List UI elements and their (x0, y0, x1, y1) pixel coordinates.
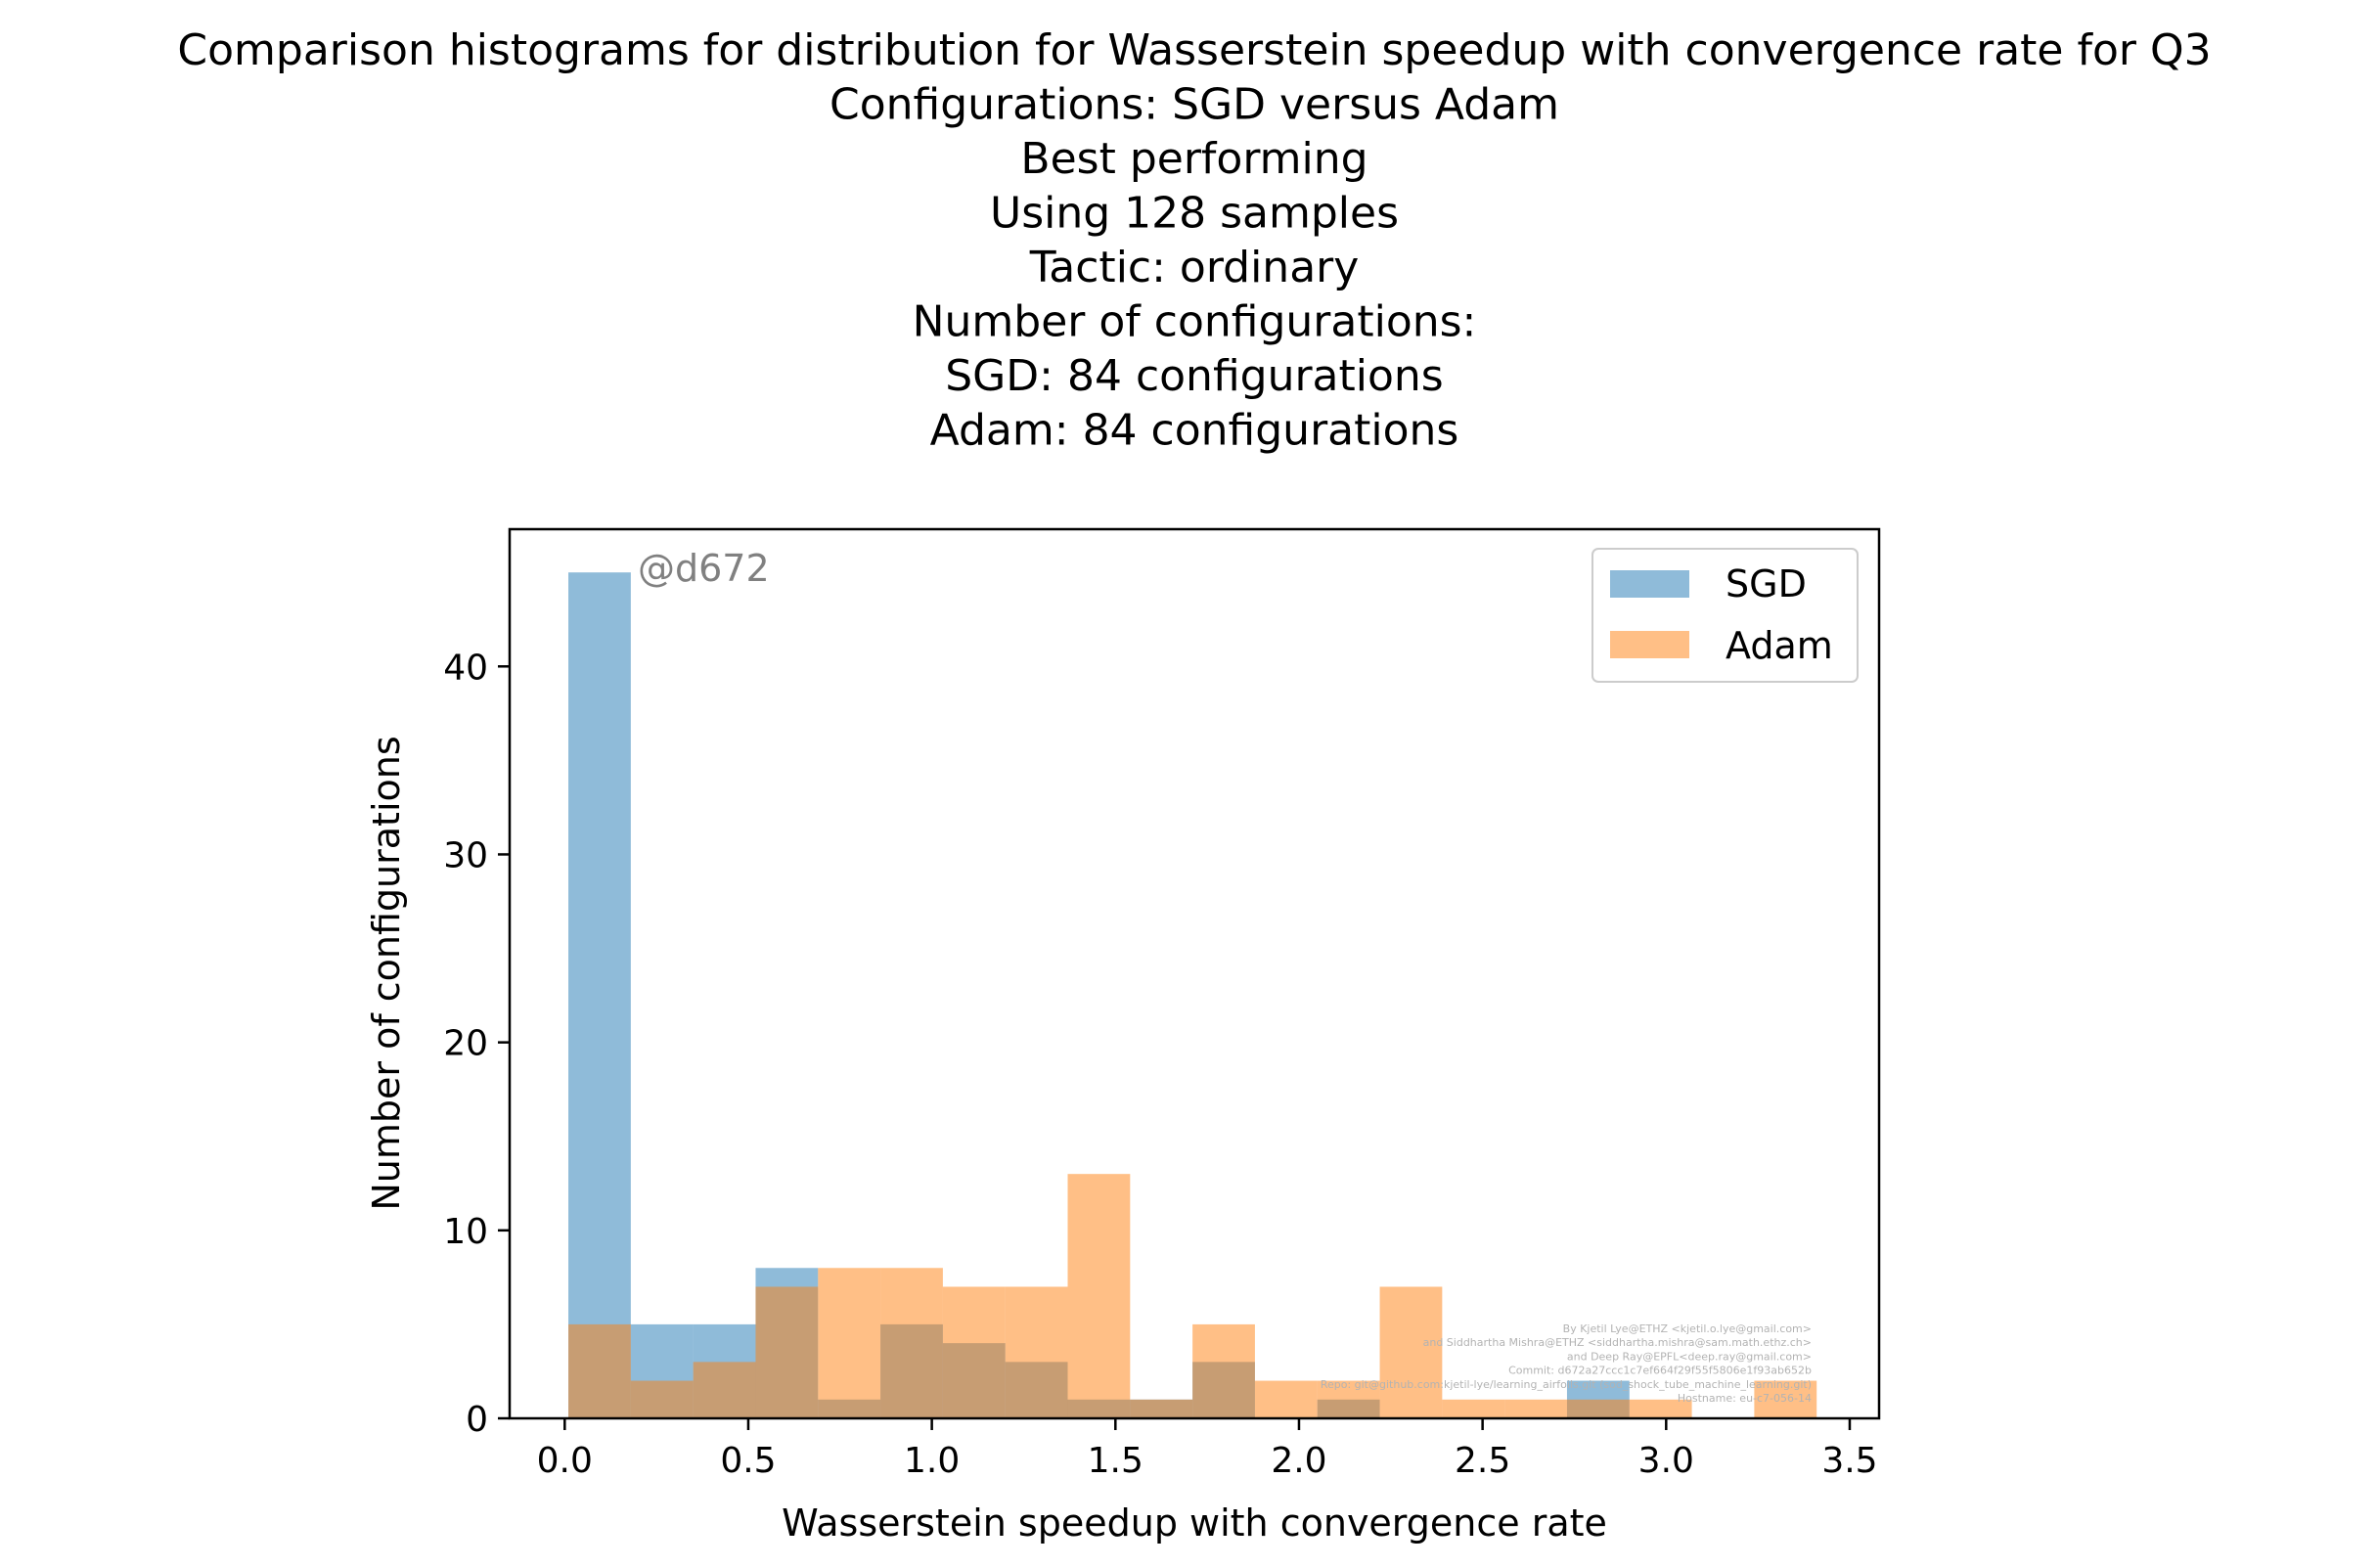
bar-adam (1566, 1399, 1630, 1418)
bar-adam (755, 1286, 819, 1418)
bar-adam (1754, 1380, 1817, 1418)
bar-adam (880, 1268, 943, 1418)
bar-adam (1067, 1174, 1131, 1418)
plot-frame (508, 527, 1881, 1420)
x-tick-label: 0.5 (720, 1441, 776, 1481)
title-line: SGD: 84 configurations (945, 351, 1443, 401)
credit-line: Hostname: eu-c7-056-14 (1678, 1392, 1812, 1405)
bar-adam (1379, 1286, 1443, 1418)
bar-sgd (568, 572, 631, 1418)
x-tick-label: 2.0 (1271, 1441, 1326, 1481)
title-line: Number of configurations: (913, 297, 1477, 347)
title-line: Best performing (1020, 134, 1367, 184)
legend-swatch-adam (1610, 631, 1689, 658)
legend: SGD Adam (1591, 548, 1859, 683)
bar-adam (1192, 1323, 1255, 1418)
y-tick-label: 30 (443, 835, 488, 875)
credit-line: By Kjetil Lye@ETHZ <kjetil.o.lye@gmail.c… (1563, 1322, 1812, 1335)
credit-line: Repo: git@github.com:kjetil-lye/learning… (1321, 1378, 1812, 1391)
bar-adam (1317, 1380, 1380, 1418)
y-tick-label: 10 (443, 1212, 488, 1252)
x-tick-label: 2.5 (1455, 1441, 1510, 1481)
x-axis-label: Wasserstein speedup with convergence rat… (782, 1501, 1607, 1545)
bar-adam (1005, 1286, 1068, 1418)
legend-swatch-sgd (1610, 570, 1689, 598)
x-tick-label: 1.0 (904, 1441, 960, 1481)
x-tick-label: 0.0 (537, 1441, 593, 1481)
bar-adam (1254, 1380, 1318, 1418)
legend-label-adam: Adam (1726, 624, 1833, 667)
y-axis-ticks: 0 10 20 30 40 (443, 648, 510, 1440)
bar-adam (1130, 1399, 1193, 1418)
annotation-tag: @d672 (638, 547, 770, 590)
title-line: Configurations: SGD versus Adam (829, 80, 1559, 130)
bar-adam (1504, 1399, 1567, 1418)
x-tick-label: 3.0 (1638, 1441, 1694, 1481)
bar-adam (1629, 1399, 1692, 1418)
bar-adam (630, 1380, 694, 1418)
x-tick-label: 3.5 (1821, 1441, 1877, 1481)
y-tick-label: 0 (466, 1400, 488, 1440)
histogram-bars (568, 572, 1817, 1418)
credit-line: and Deep Ray@EPFL<deep.ray@gmail.com> (1567, 1350, 1812, 1363)
credit-line: Commit: d672a27ccc1c7ef664f29f55f5806e1f… (1508, 1365, 1812, 1377)
legend-label-sgd: SGD (1726, 562, 1807, 605)
x-axis-ticks: 0.0 0.5 1.0 1.5 2.0 2.5 3.0 3.5 (537, 1418, 1878, 1481)
credit-watermark: By Kjetil Lye@ETHZ <kjetil.o.lye@gmail.c… (1321, 1322, 1812, 1405)
y-tick-label: 40 (443, 648, 488, 688)
credit-line: and Siddhartha Mishra@ETHZ <siddhartha.m… (1423, 1336, 1812, 1349)
title-line: Using 128 samples (990, 189, 1399, 239)
title-line: Comparison histograms for distribution f… (177, 25, 2211, 75)
chart-title: Comparison histograms for distribution f… (177, 25, 2211, 456)
title-line: Tactic: ordinary (1029, 243, 1360, 292)
x-tick-label: 1.5 (1088, 1441, 1143, 1481)
bar-adam (818, 1268, 881, 1418)
bar-adam (693, 1362, 756, 1418)
bar-adam (568, 1323, 631, 1418)
bar-adam (942, 1286, 1006, 1418)
bar-adam (1442, 1399, 1505, 1418)
y-tick-label: 20 (443, 1024, 488, 1064)
title-line: Adam: 84 configurations (930, 406, 1459, 456)
y-axis-label: Number of configurations (365, 736, 408, 1210)
